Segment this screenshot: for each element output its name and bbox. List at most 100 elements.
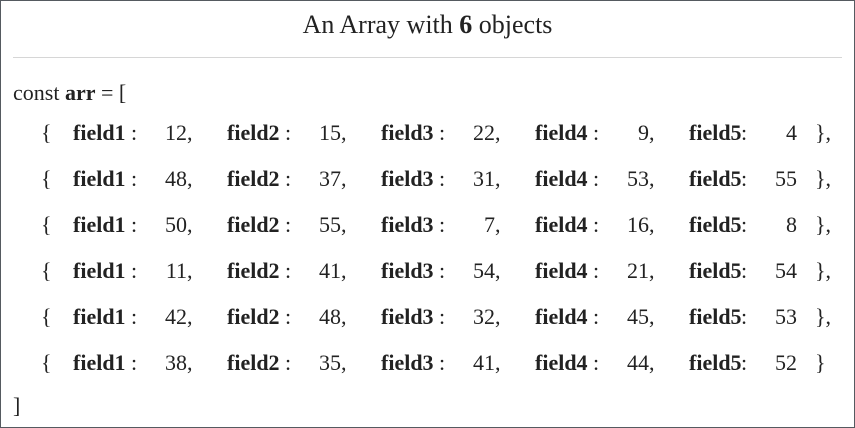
field-value: 41 <box>473 350 495 375</box>
field-value: 42 <box>165 304 187 329</box>
close-brace: }, <box>815 258 832 283</box>
close-brace: }, <box>815 166 832 191</box>
close-brace: }, <box>815 304 832 329</box>
array-open: = [ <box>100 80 127 105</box>
field-colon: : <box>593 258 600 283</box>
field-key: field2 <box>227 120 280 145</box>
field-value: 52 <box>775 350 797 375</box>
field-colon: : <box>131 166 138 191</box>
field-comma: , <box>495 304 501 329</box>
field-comma: , <box>649 120 655 145</box>
object-row: {field1: 12, field2: 15, field3: 22, field4: 9,… <box>1 118 854 148</box>
field-key: field1 <box>73 166 126 191</box>
field-key: field2 <box>227 258 280 283</box>
field-value: 53 <box>627 166 649 191</box>
field-value: 45 <box>627 304 649 329</box>
field-comma: , <box>187 258 193 283</box>
field-value: 48 <box>165 166 187 191</box>
field-value: 8 <box>786 212 797 237</box>
object-row: {field1: 50, field2: 55, field3: 7, field4: 16,… <box>1 210 854 240</box>
field-value: 31 <box>473 166 495 191</box>
field-key: field4 <box>535 166 588 191</box>
field-colon: : <box>439 258 446 283</box>
field-colon: : <box>593 304 600 329</box>
field-key: field1 <box>73 304 126 329</box>
field-colon: : <box>741 212 748 237</box>
field-value: 44 <box>627 350 649 375</box>
field-key: field4 <box>535 304 588 329</box>
field-comma: , <box>341 258 347 283</box>
field-comma: , <box>495 166 501 191</box>
field-colon: : <box>285 304 292 329</box>
field-key: field3 <box>381 258 434 283</box>
field-value: 22 <box>473 120 495 145</box>
object-row: {field1: 11, field2: 41, field3: 54, field4: 21… <box>1 256 854 286</box>
title-count: 6 <box>459 10 473 39</box>
field-value: 50 <box>165 212 187 237</box>
field-colon: : <box>285 120 292 145</box>
field-comma: , <box>187 120 193 145</box>
field-value: 11 <box>165 258 187 283</box>
field-comma: , <box>341 166 347 191</box>
field-comma: , <box>341 120 347 145</box>
close-brace: }, <box>815 212 832 237</box>
field-value: 15 <box>319 120 341 145</box>
field-key: field4 <box>535 120 588 145</box>
field-comma: , <box>495 212 501 237</box>
field-value: 9 <box>638 120 649 145</box>
title-prefix: An Array with <box>302 10 453 39</box>
field-key: field5 <box>689 120 742 145</box>
field-key: field5 <box>689 166 742 191</box>
field-value: 54 <box>473 258 495 283</box>
field-key: field5 <box>689 350 742 375</box>
field-colon: : <box>131 212 138 237</box>
field-colon: : <box>439 350 446 375</box>
field-key: field3 <box>381 350 434 375</box>
open-brace: { <box>41 166 52 191</box>
field-comma: , <box>187 166 193 191</box>
field-key: field1 <box>73 350 126 375</box>
object-row: {field1: 38, field2: 35, field3: 41, field4: 44… <box>1 348 854 378</box>
field-colon: : <box>741 304 748 329</box>
open-brace: { <box>41 120 52 145</box>
field-key: field1 <box>73 120 126 145</box>
open-brace: { <box>41 212 52 237</box>
field-value: 54 <box>775 258 797 283</box>
field-key: field2 <box>227 166 280 191</box>
field-comma: , <box>649 350 655 375</box>
field-colon: : <box>439 120 446 145</box>
field-comma: , <box>649 304 655 329</box>
field-colon: : <box>741 258 748 283</box>
field-comma: , <box>495 258 501 283</box>
array-name: arr <box>64 80 96 105</box>
field-colon: : <box>439 304 446 329</box>
close-brace: } <box>815 350 826 375</box>
field-value: 38 <box>165 350 187 375</box>
field-colon: : <box>593 350 600 375</box>
field-key: field2 <box>227 304 280 329</box>
field-colon: : <box>285 350 292 375</box>
field-comma: , <box>341 350 347 375</box>
field-comma: , <box>187 304 193 329</box>
field-colon: : <box>439 166 446 191</box>
field-colon: : <box>285 258 292 283</box>
close-brace: }, <box>815 120 832 145</box>
field-value: 32 <box>473 304 495 329</box>
field-value: 4 <box>786 120 797 145</box>
panel-title: An Array with 6 objects <box>1 7 854 43</box>
field-value: 35 <box>319 350 341 375</box>
title-divider <box>13 57 842 58</box>
field-value: 55 <box>319 212 341 237</box>
object-row: {field1: 48, field2: 37, field3: 31, field4: 53… <box>1 164 854 194</box>
field-colon: : <box>131 258 138 283</box>
field-colon: : <box>593 212 600 237</box>
field-value: 55 <box>775 166 797 191</box>
field-comma: , <box>187 350 193 375</box>
field-key: field1 <box>73 212 126 237</box>
field-key: field4 <box>535 258 588 283</box>
field-key: field4 <box>535 212 588 237</box>
field-key: field2 <box>227 212 280 237</box>
field-value: 7 <box>484 212 495 237</box>
field-key: field5 <box>689 212 742 237</box>
